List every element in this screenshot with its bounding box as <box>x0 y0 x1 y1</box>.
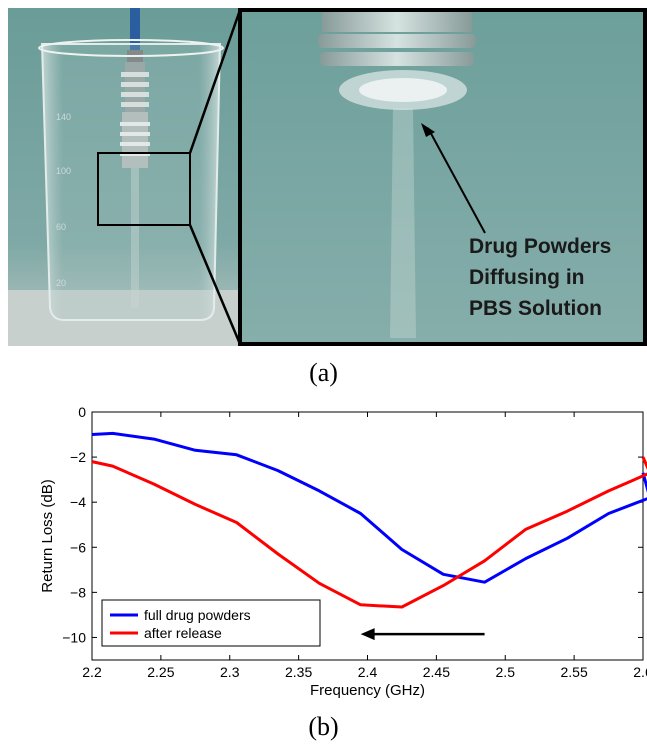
y-tick-label: −8 <box>70 584 86 600</box>
zoom-connector-top <box>188 9 242 154</box>
svg-text:20: 20 <box>56 278 66 288</box>
x-tick-label: 2.35 <box>285 664 312 680</box>
legend-label: full drug powders <box>144 607 251 623</box>
y-axis-label: Return Loss (dB) <box>39 479 56 592</box>
x-axis-label: Frequency (GHz) <box>310 682 425 699</box>
return-loss-chart: 2.2 2.25 2.3 2.35 2.4 2.45 2.5 2.55 2.6 0 −2 −4 −6 −8… <box>39 404 647 699</box>
x-tick-label: 2.55 <box>561 664 588 680</box>
beaker <box>40 43 222 321</box>
x-tick-label: 2.6 <box>633 664 647 680</box>
y-tick-label: −6 <box>70 539 86 555</box>
y-tick-label: −2 <box>70 449 86 465</box>
y-tick-label: −4 <box>70 494 86 510</box>
svg-text:Drug Powders: Drug Powders <box>469 235 611 258</box>
x-tick-label: 2.45 <box>423 664 450 680</box>
probe <box>120 62 150 168</box>
coax-cable <box>130 8 140 56</box>
x-tick-label: 2.2 <box>82 664 102 680</box>
svg-text:100: 100 <box>56 166 71 176</box>
caption-b: (b) <box>308 712 339 741</box>
photo-panel: 140 100 60 20 Drug Powders Diffusing in … <box>8 8 647 346</box>
y-tick-label: 0 <box>78 404 86 420</box>
svg-text:140: 140 <box>56 112 71 122</box>
svg-text:PBS Solution: PBS Solution <box>469 297 602 320</box>
shift-arrow-head <box>360 628 375 641</box>
zoom-connector-bottom <box>188 224 242 345</box>
svg-text:60: 60 <box>56 222 66 232</box>
legend-label: after release <box>144 625 222 641</box>
series-line-after-release <box>91 456 647 609</box>
annotation-arrow <box>427 127 486 234</box>
x-tick-label: 2.3 <box>220 664 240 680</box>
beaker-photo: 140 100 60 20 <box>8 8 240 346</box>
zoom-photo <box>238 8 647 346</box>
legend-box <box>101 599 321 647</box>
x-tick-label: 2.25 <box>147 664 174 680</box>
caption-a: (a) <box>309 358 338 387</box>
x-tick-label: 2.4 <box>358 664 378 680</box>
zoom-box <box>97 152 191 226</box>
y-tick-label: −10 <box>62 629 86 645</box>
annotation-text: Drug Powders Diffusing in PBS Solution <box>469 235 611 320</box>
beaker-graduations: 140 100 60 20 <box>56 112 71 288</box>
svg-text:Diffusing in: Diffusing in <box>469 266 584 289</box>
series-line-full-drug-powders <box>91 431 647 584</box>
x-tick-label: 2.5 <box>496 664 516 680</box>
